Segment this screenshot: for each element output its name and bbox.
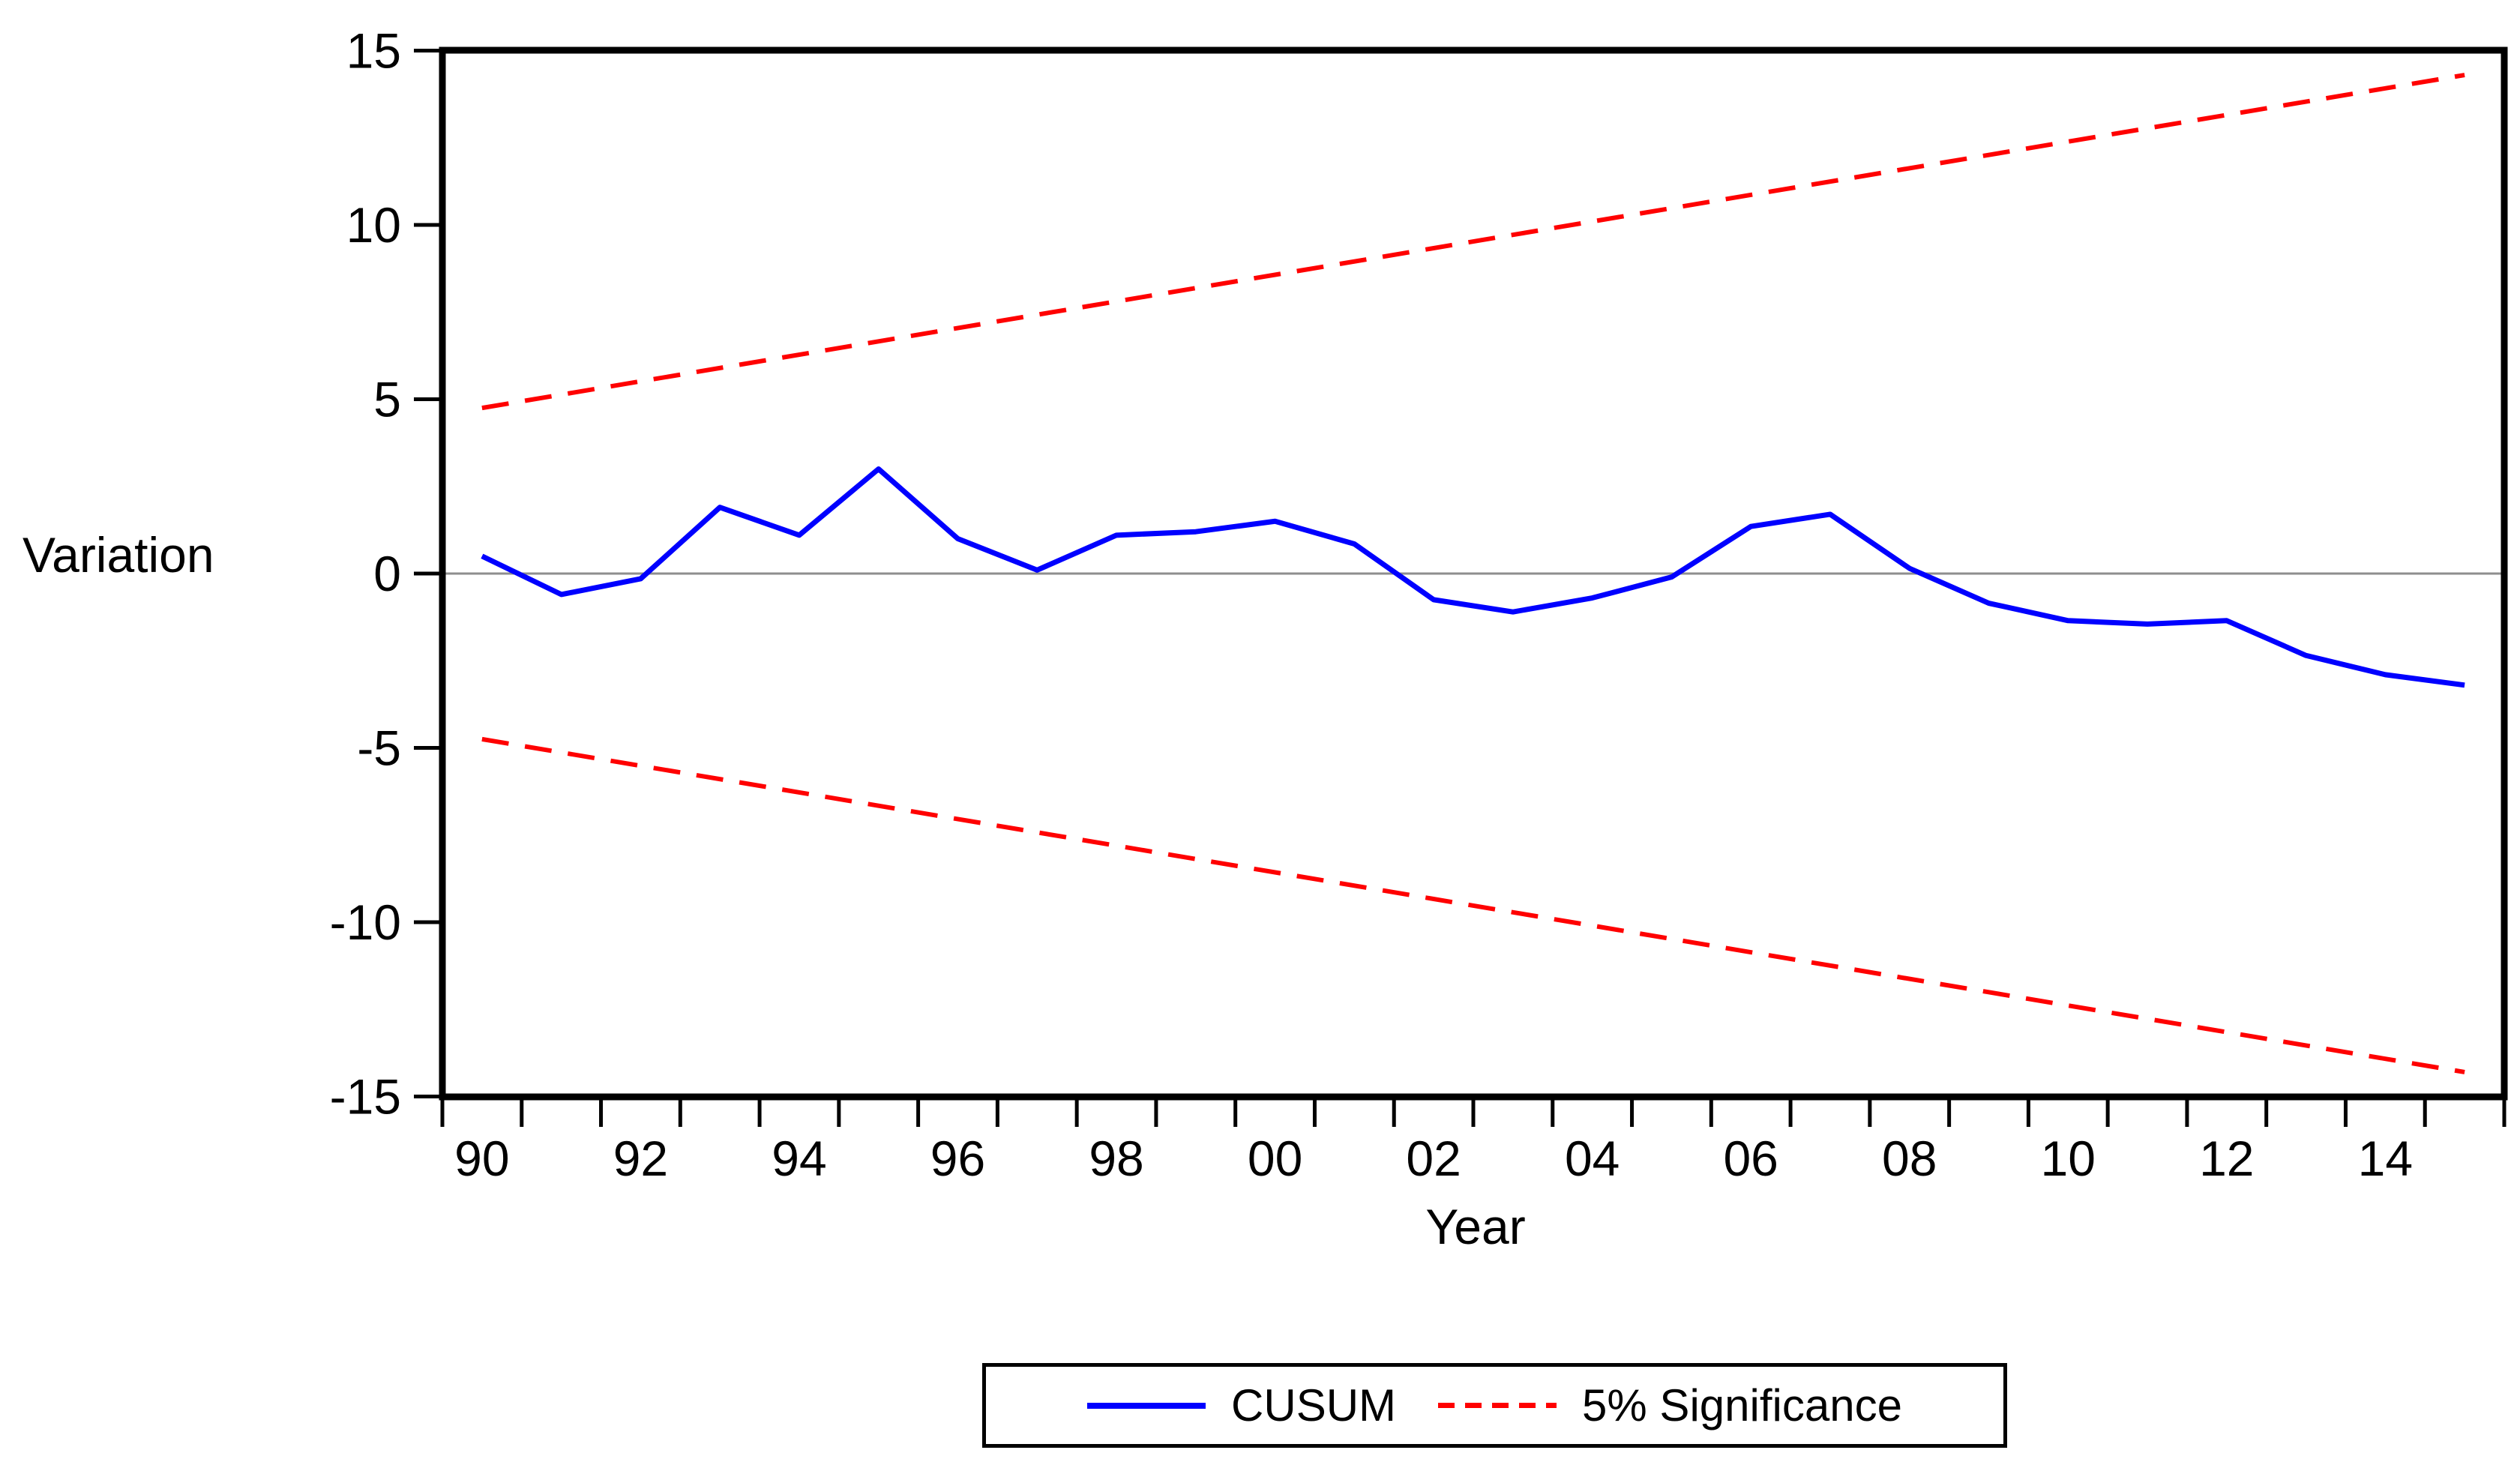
legend-entry-significance: 5% Significance bbox=[1438, 1380, 1902, 1431]
x-tick-label: 12 bbox=[2199, 1131, 2254, 1186]
x-axis-title: Year bbox=[1425, 1199, 1526, 1254]
x-tick-label: 04 bbox=[1565, 1131, 1620, 1186]
y-tick-label: -10 bbox=[330, 894, 401, 950]
y-tick-label: -5 bbox=[357, 721, 401, 776]
x-tick-label: 94 bbox=[772, 1131, 826, 1186]
significance-bound-line bbox=[481, 73, 2465, 411]
cusum-line bbox=[481, 466, 2465, 688]
x-tick-label: 14 bbox=[2358, 1131, 2413, 1186]
legend-significance-label: 5% Significance bbox=[1582, 1380, 1902, 1431]
x-tick-label: 96 bbox=[930, 1131, 985, 1186]
y-axis-title: Variation bbox=[22, 527, 214, 583]
legend: CUSUM 5% Significance bbox=[982, 1363, 2007, 1448]
legend-cusum-label: CUSUM bbox=[1231, 1380, 1397, 1431]
plot-frame bbox=[439, 46, 2508, 1101]
y-tick-label: 10 bbox=[346, 197, 401, 253]
y-tick-label: 5 bbox=[373, 372, 401, 427]
x-tick-label: 10 bbox=[2041, 1131, 2096, 1186]
x-tick-label: 92 bbox=[613, 1131, 668, 1186]
cusum-line-swatch-icon bbox=[1087, 1402, 1206, 1409]
significance-dashed-swatch-icon bbox=[1438, 1403, 1557, 1408]
y-tick-label: 0 bbox=[373, 546, 401, 601]
x-tick-label: 98 bbox=[1089, 1131, 1143, 1186]
significance-bound-line bbox=[481, 736, 2465, 1074]
x-tick-label: 90 bbox=[454, 1131, 509, 1186]
x-tick-label: 02 bbox=[1406, 1131, 1461, 1186]
x-tick-label: 06 bbox=[1723, 1131, 1778, 1186]
y-tick-label: 15 bbox=[346, 23, 401, 79]
x-tick-label: 08 bbox=[1882, 1131, 1937, 1186]
y-tick-label: -15 bbox=[330, 1069, 401, 1125]
x-tick-label: 00 bbox=[1248, 1131, 1302, 1186]
legend-entry-cusum: CUSUM bbox=[1087, 1380, 1396, 1431]
